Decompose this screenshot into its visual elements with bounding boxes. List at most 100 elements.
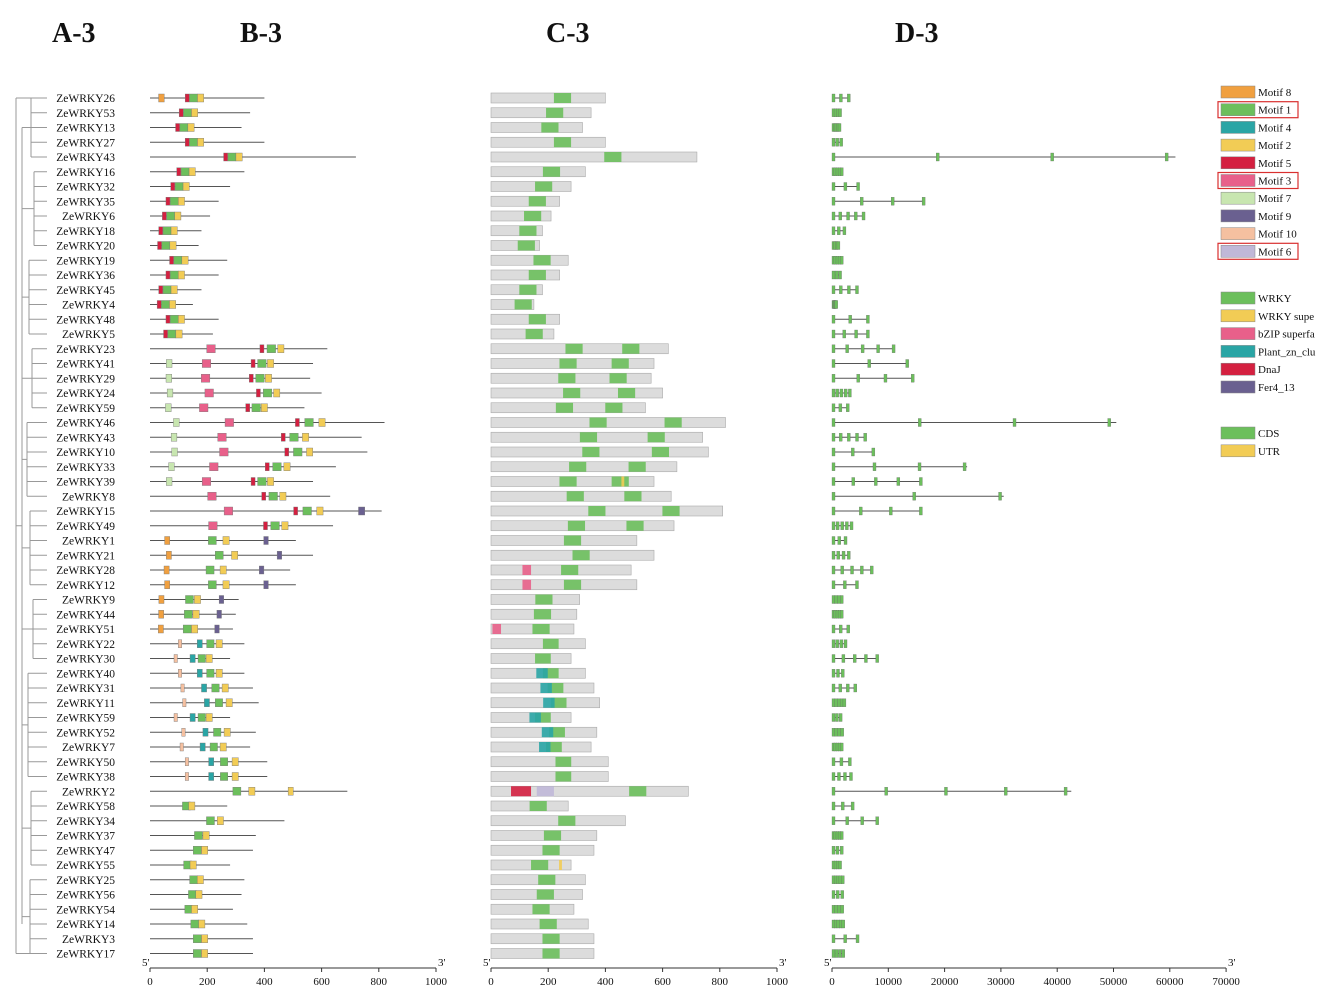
cds-box bbox=[912, 492, 916, 501]
domain-box bbox=[617, 388, 636, 398]
cds-box bbox=[831, 624, 836, 634]
cds-box bbox=[848, 388, 852, 398]
motif-box bbox=[179, 123, 189, 132]
legend-label: Motif 10 bbox=[1258, 229, 1297, 241]
cds-box bbox=[875, 654, 879, 663]
cds-box bbox=[889, 506, 893, 516]
motif-box bbox=[217, 433, 227, 442]
legend-label: Motif 1 bbox=[1258, 105, 1291, 117]
motif-box bbox=[185, 595, 194, 604]
cds-box bbox=[849, 521, 854, 530]
motif-box bbox=[201, 477, 211, 486]
cds-box bbox=[847, 93, 851, 103]
domain-box bbox=[535, 712, 551, 723]
motif-box bbox=[215, 551, 224, 560]
cds-box bbox=[860, 197, 864, 206]
motif-box bbox=[205, 654, 213, 663]
domain-box bbox=[539, 742, 551, 752]
cds-box bbox=[837, 123, 842, 132]
legend-label: WRKY bbox=[1258, 293, 1292, 305]
cds-box bbox=[831, 315, 836, 324]
cds-box bbox=[838, 270, 842, 280]
cds-box bbox=[831, 654, 836, 663]
panel-title-d: D-3 bbox=[895, 18, 939, 49]
motif-box bbox=[276, 551, 282, 560]
motif-box bbox=[189, 138, 198, 147]
axis-tick-label: 400 bbox=[597, 976, 614, 988]
motif-box bbox=[277, 344, 285, 353]
motif-box bbox=[163, 329, 168, 339]
cds-box bbox=[831, 890, 836, 899]
gene-label: ZeWRKY27 bbox=[56, 137, 115, 149]
motif-box bbox=[220, 772, 228, 781]
cds-box bbox=[840, 256, 844, 265]
motif-box bbox=[270, 521, 280, 530]
domain-box bbox=[546, 107, 564, 118]
domain-box bbox=[532, 904, 550, 915]
motif-box bbox=[178, 197, 185, 206]
motif-box bbox=[173, 418, 180, 427]
domain-box bbox=[492, 624, 502, 634]
motif-box bbox=[164, 536, 170, 545]
cds-box bbox=[839, 433, 843, 442]
domain-box bbox=[664, 417, 682, 428]
motif-box bbox=[206, 639, 215, 648]
motif-box bbox=[231, 757, 239, 766]
protein-bar bbox=[490, 181, 572, 192]
domain-box bbox=[542, 668, 559, 679]
cds-box bbox=[874, 477, 878, 486]
cds-box bbox=[831, 728, 836, 737]
legend-swatch bbox=[1220, 85, 1256, 99]
axis-end-label: 3' bbox=[438, 957, 446, 969]
domain-box bbox=[609, 373, 627, 384]
gene-label: ZeWRKY22 bbox=[56, 639, 115, 651]
cds-box bbox=[831, 388, 836, 398]
domain-box bbox=[538, 874, 556, 885]
cds-box bbox=[835, 521, 840, 530]
motif-box bbox=[250, 477, 256, 486]
motif-box bbox=[156, 300, 162, 309]
cds-box bbox=[831, 359, 836, 368]
motif-box bbox=[279, 492, 287, 501]
gene-label: ZeWRKY2 bbox=[62, 786, 115, 798]
gene-label: ZeWRKY9 bbox=[62, 595, 115, 607]
motif-box bbox=[170, 285, 178, 294]
gene-label: ZeWRKY14 bbox=[56, 919, 115, 931]
legend-label: Motif 4 bbox=[1258, 122, 1292, 134]
legend-label: Plant_zn_clu bbox=[1258, 346, 1316, 358]
motif-box bbox=[191, 108, 198, 117]
cds-box bbox=[867, 359, 871, 368]
cds-box bbox=[837, 595, 841, 604]
cds-box bbox=[896, 477, 901, 486]
cds-box bbox=[831, 949, 836, 958]
cds-box bbox=[831, 197, 836, 206]
motif-box bbox=[206, 816, 215, 825]
axis-tick-label: 0 bbox=[147, 976, 153, 988]
gene-label: ZeWRKY49 bbox=[56, 521, 115, 533]
cds-box bbox=[843, 580, 847, 589]
motif-box bbox=[318, 418, 326, 427]
domain-box bbox=[555, 402, 574, 413]
cds-box bbox=[835, 270, 839, 280]
gene-structure-panel bbox=[831, 93, 1176, 958]
motif-box bbox=[224, 418, 234, 427]
axis-start-label: 5' bbox=[142, 957, 150, 969]
motif-box bbox=[170, 226, 178, 235]
cds-box bbox=[871, 447, 876, 457]
domain-box bbox=[531, 860, 549, 870]
cds-box bbox=[846, 403, 850, 412]
domain-box bbox=[522, 579, 532, 590]
gene-label: ZeWRKY46 bbox=[56, 418, 115, 430]
gene-label: ZeWRKY59 bbox=[56, 713, 115, 725]
domain-panel bbox=[490, 92, 726, 959]
motif-box bbox=[164, 580, 170, 589]
motif-box bbox=[207, 492, 217, 501]
protein-bar bbox=[490, 166, 586, 178]
cds-box bbox=[831, 403, 836, 412]
motif-box bbox=[189, 93, 198, 103]
protein-bar bbox=[490, 446, 709, 458]
axis-tick-label: 20000 bbox=[931, 976, 959, 988]
cds-box bbox=[831, 285, 836, 294]
cds-box bbox=[837, 905, 841, 914]
motif-box bbox=[181, 728, 186, 737]
